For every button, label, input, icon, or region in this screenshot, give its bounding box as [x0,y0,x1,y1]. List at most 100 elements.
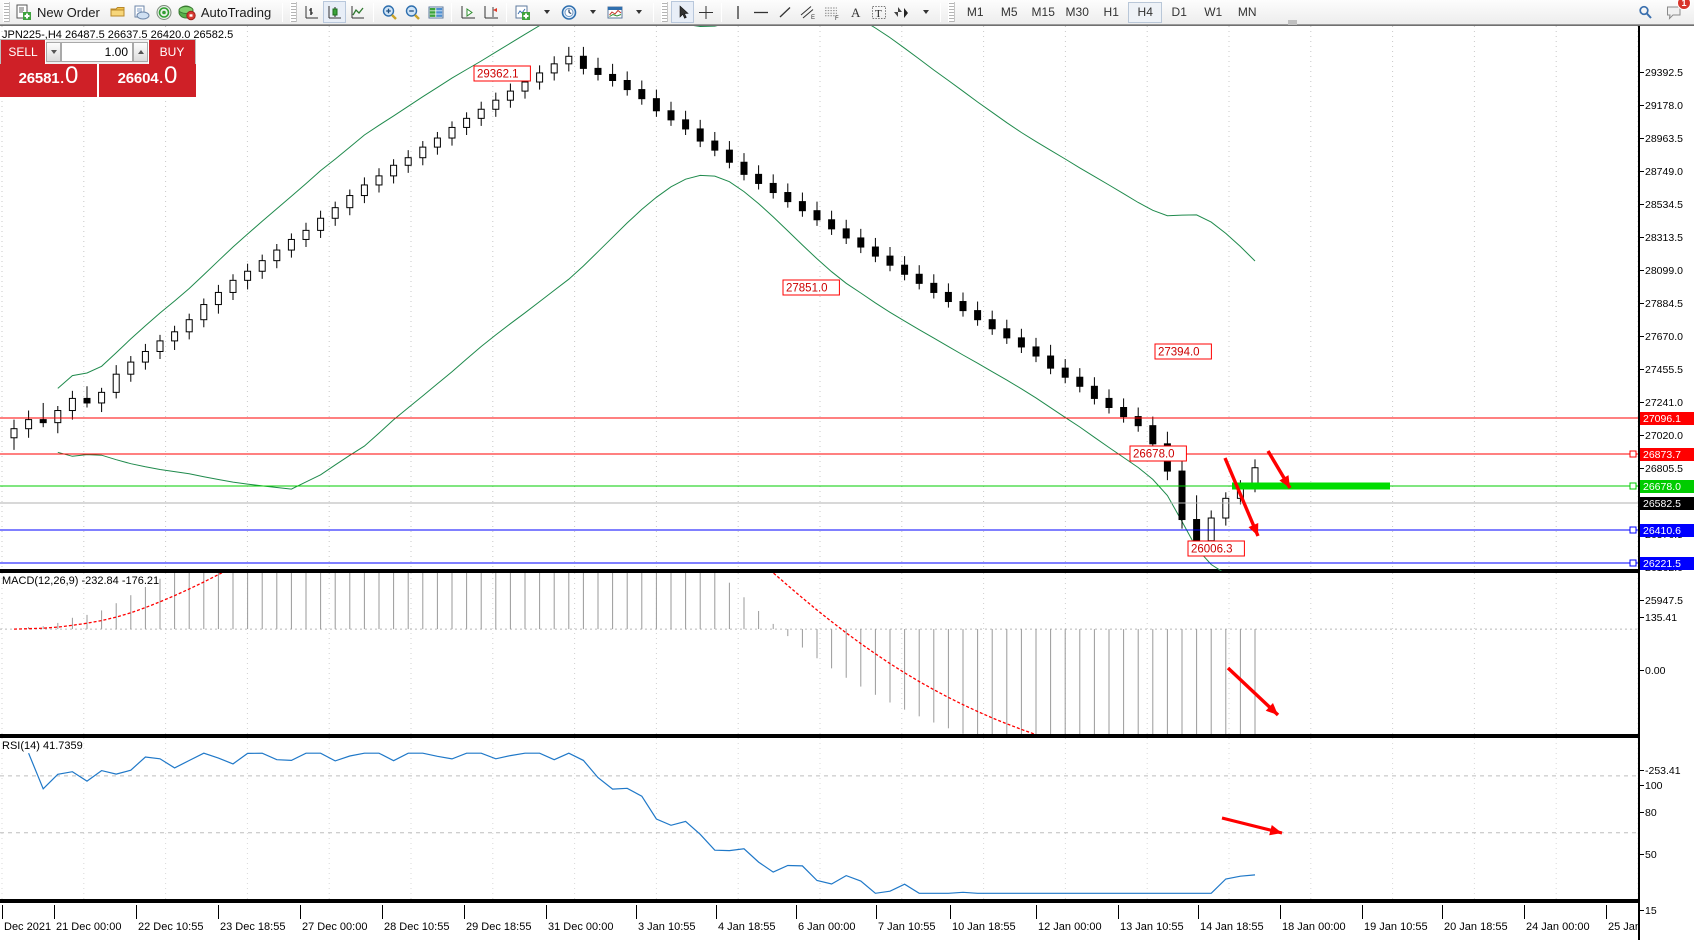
cloud-download-icon [134,5,150,19]
timeframe-toolbar-grip[interactable] [948,2,956,22]
price-pane[interactable]: JPN225-,H4 26487.5 26637.5 26420.0 26582… [0,26,1638,571]
templates-dropdown[interactable] [626,1,649,23]
auto-scroll-icon [461,5,475,18]
timeframe-m5-button[interactable]: M5 [1000,5,1018,19]
new-order-icon [16,4,31,20]
price-level-tag[interactable]: 26873.7 [1640,448,1694,461]
time-axis-label: 3 Jan 10:55 [638,921,696,933]
time-axis-label: 31 Dec 00:00 [548,921,614,933]
toolbar-grip[interactable] [3,2,10,22]
new-order-button[interactable]: New Order [13,1,107,23]
zoom-in-button[interactable] [378,1,401,23]
time-axis-label: 6 Jan 00:00 [798,921,856,933]
chart-annotation[interactable]: 26678.0 [1129,445,1187,462]
cursor-icon [679,4,689,19]
volume-increment-button[interactable] [133,42,148,62]
timeframe-d1-button[interactable]: D1 [1171,5,1187,19]
chart-container[interactable]: JPN225-,H4 26487.5 26637.5 26420.0 26582… [0,25,1694,940]
chart-shift-button[interactable] [479,1,502,23]
price-axis-tick: 27455.5 [1640,364,1683,376]
price-axis[interactable]: 29392.5 29178.0 28963.5 28749.0 28534.5 28313… [1638,26,1694,940]
horizontal-line-button[interactable] [749,1,773,23]
time-axis-tick [716,905,717,919]
history-center-button[interactable] [107,1,130,23]
cursor-tool-button[interactable] [671,1,695,23]
text-tool-button[interactable]: A [844,1,867,23]
indicators-dropdown[interactable] [534,1,557,23]
arrows-dropdown[interactable] [913,1,936,23]
price-level-tag[interactable]: 26221.5 [1640,557,1694,570]
timeframe-m30-button[interactable]: M30 [1065,5,1089,19]
price-level-tag[interactable]: 27096.1 [1640,412,1694,425]
text-label-button[interactable]: T [867,1,890,23]
buy-button[interactable]: BUY [148,40,195,64]
indicators-button[interactable] [511,1,534,23]
time-axis[interactable]: Dec 2021 21 Dec 00:00 22 Dec 10:55 23 Dec 1… [0,901,1694,940]
zoom-out-button[interactable] [401,1,424,23]
bid-price-integer: 26581 [18,70,60,87]
templates-button[interactable] [603,1,626,23]
trendline-button[interactable] [773,1,796,23]
time-axis-label: 29 Dec 18:55 [466,921,532,933]
one-click-trading-panel[interactable]: SELL 1.00 BUY 26581 . 0 26604 . 0 [0,39,196,97]
timeframe-h1-button[interactable]: H1 [1103,5,1119,19]
vertical-line-icon [737,5,739,19]
time-axis-label: 24 Jan 00:00 [1526,921,1590,933]
autotrading-button[interactable]: AutoTrading [176,1,278,23]
macd-label: MACD(12,26,9) -232.84 -176.21 [2,575,160,587]
equidistant-channel-button[interactable]: E [796,1,820,23]
timeframe-w1-button[interactable]: W1 [1204,5,1223,19]
download-data-button[interactable] [130,1,153,23]
arrows-button[interactable] [890,1,913,23]
chart-annotation[interactable]: 27851.0 [782,279,840,296]
rsi-canvas [0,738,1638,899]
price-axis-tick: 26805.5 [1640,463,1683,475]
line-chart-button[interactable] [346,1,369,23]
sell-button[interactable]: SELL [1,40,46,64]
periodicity-dropdown[interactable] [580,1,603,23]
data-window-button[interactable] [424,1,447,23]
chart-scroll-marker[interactable] [1288,20,1297,25]
market-watch-button[interactable] [153,1,176,23]
ask-price-box[interactable]: 26604 . 0 [99,64,196,97]
bar-chart-button[interactable] [300,1,323,23]
chart-annotation[interactable]: 27394.0 [1154,343,1212,360]
autotrading-icon [178,5,196,20]
bid-price-box[interactable]: 26581 . 0 [0,64,99,97]
drawing-toolbar-grip[interactable] [661,2,669,22]
grid-table-icon [428,6,444,18]
time-axis-tick [1036,905,1037,919]
chart-shift-icon [484,5,498,18]
svg-text:26678.0: 26678.0 [1133,449,1175,461]
chart-toolbar-grip[interactable] [290,2,298,22]
candlestick-chart-button[interactable] [323,1,347,23]
chart-annotation[interactable]: 29362.1 [473,65,531,82]
time-axis-label: 21 Dec 00:00 [56,921,122,933]
price-axis-tick: 25947.5 [1640,595,1683,607]
timeframe-m1-button[interactable]: M1 [966,5,984,19]
price-axis-tick: 28313.5 [1640,232,1683,244]
toolbar-separator-2 [373,2,375,22]
fibonacci-button[interactable]: F [820,1,844,23]
notification-badge: 1 [1677,0,1691,10]
search-button[interactable] [1634,1,1657,23]
timeframe-m15-button[interactable]: M15 [1031,5,1055,19]
auto-scroll-button[interactable] [456,1,479,23]
vertical-line-button[interactable] [726,1,749,23]
add-indicator-icon [515,5,530,20]
macd-pane[interactable]: MACD(12,26,9) -232.84 -176.21 [0,571,1638,736]
chart-annotation[interactable]: 26006.3 [1187,540,1245,557]
periodicity-button[interactable] [557,1,580,23]
timeframe-h4-button[interactable]: H4 [1128,1,1163,23]
crosshair-tool-button[interactable] [694,1,717,23]
price-level-tag[interactable]: 26410.6 [1640,524,1694,537]
price-axis-tick: 100 [1640,780,1663,792]
ask-price-integer: 26604 [117,70,159,87]
timeframe-mn-button[interactable]: MN [1237,5,1257,19]
volume-decrement-button[interactable] [46,42,61,62]
price-level-tag[interactable]: 26678.0 [1640,480,1694,493]
rsi-pane[interactable]: RSI(14) 41.7359 [0,736,1638,901]
volume-input[interactable]: 1.00 [61,42,133,62]
notifications-button[interactable]: 1 [1663,0,1691,23]
price-level-tag[interactable]: 26582.5 [1640,497,1694,510]
